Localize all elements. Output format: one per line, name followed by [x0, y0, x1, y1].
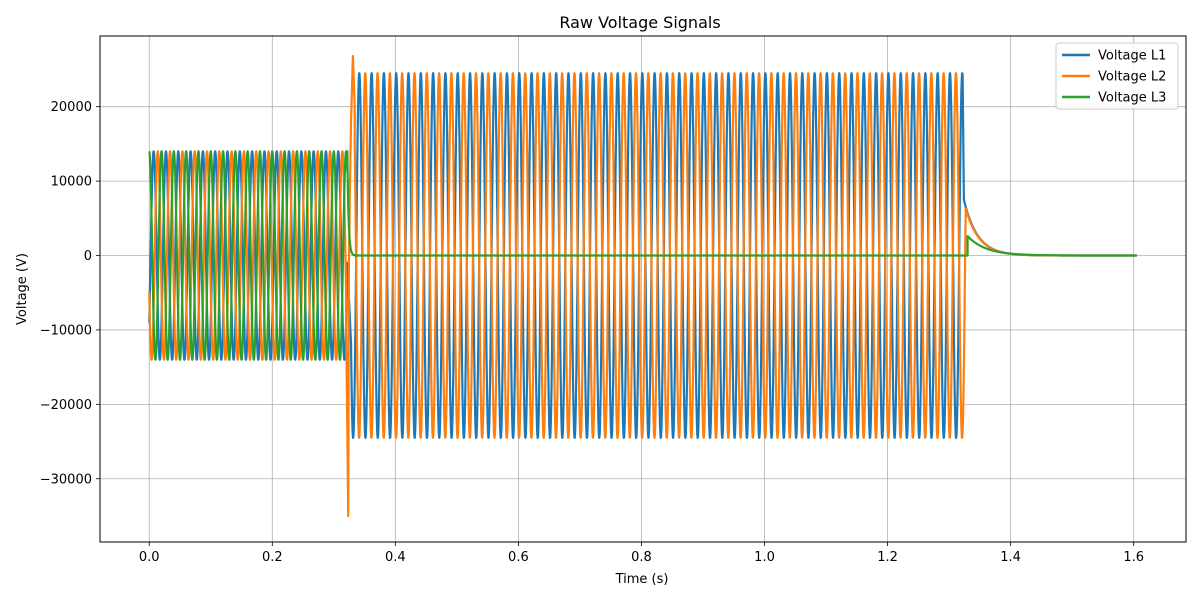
legend-label-3: Voltage L3	[1098, 91, 1166, 106]
y-tick-label: −30000	[40, 472, 92, 487]
y-tick-label: 20000	[51, 100, 92, 115]
x-tick-label: 1.0	[754, 550, 775, 565]
x-axis-ticks: 0.0 0.2 0.4 0.6 0.8 1.0 1.2 1.4 1.6	[139, 542, 1144, 565]
y-tick-label: 10000	[51, 175, 92, 190]
x-tick-label: 0.0	[139, 550, 160, 565]
y-axis-ticks: −30000 −20000 −10000 0 10000 20000	[40, 100, 100, 487]
y-tick-label: −20000	[40, 398, 92, 413]
x-tick-label: 0.8	[631, 550, 652, 565]
legend-box	[1055, 42, 1179, 110]
x-tick-label: 0.6	[508, 550, 529, 565]
legend: Voltage L1 Voltage L2 Voltage L3	[1055, 42, 1179, 110]
plot-frame	[99, 35, 1187, 543]
x-tick-label: 0.2	[262, 550, 283, 565]
y-axis-label: Voltage (V)	[15, 253, 30, 325]
x-axis-label: Time (s)	[615, 572, 669, 587]
series-line-3	[148, 150, 1138, 361]
x-tick-label: 1.6	[1123, 550, 1144, 565]
x-tick-label: 1.2	[877, 550, 898, 565]
y-tick-label: −10000	[40, 323, 92, 338]
x-tick-label: 1.4	[1000, 550, 1021, 565]
legend-label-2: Voltage L2	[1098, 70, 1166, 85]
series-lines	[148, 54, 1138, 518]
chart-title: Raw Voltage Signals	[559, 13, 720, 32]
x-tick-label: 0.4	[385, 550, 406, 565]
y-tick-label: 0	[84, 249, 92, 264]
legend-label-1: Voltage L1	[1098, 49, 1166, 64]
